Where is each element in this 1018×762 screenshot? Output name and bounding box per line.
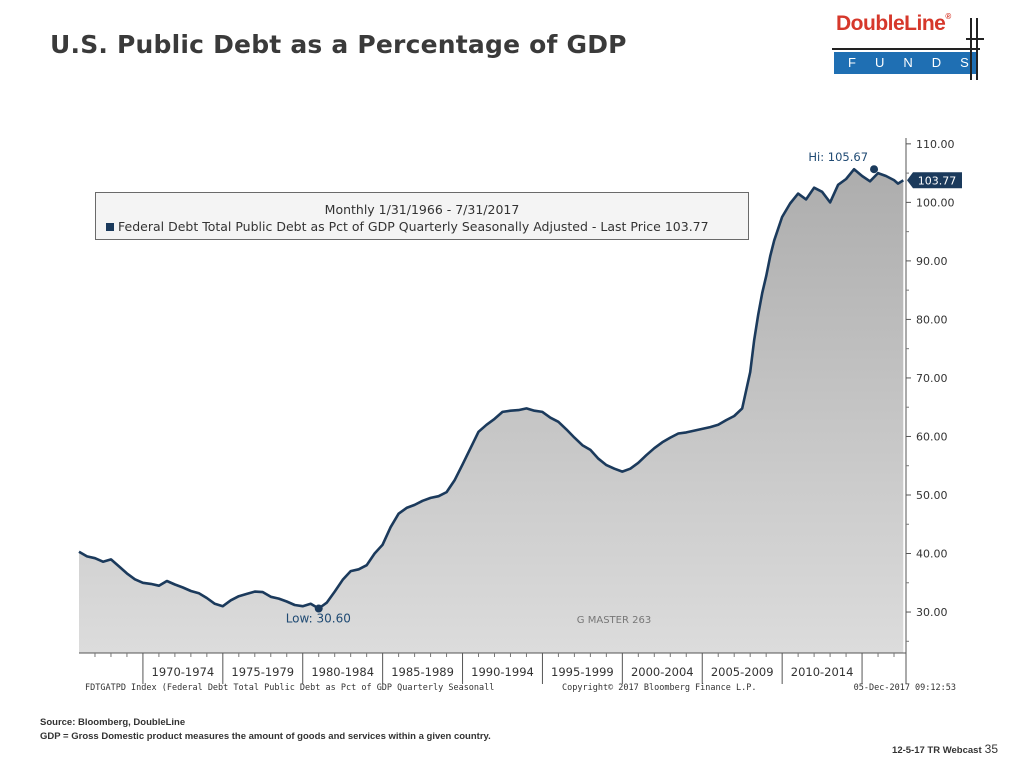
page-title: U.S. Public Debt as a Percentage of GDP (50, 30, 627, 59)
bloomberg-copyright: Copyright© 2017 Bloomberg Finance L.P. (562, 683, 756, 693)
chart-legend: Monthly 1/31/1966 - 7/31/2017 Federal De… (95, 192, 749, 240)
x-category-label: 2010-2014 (791, 665, 854, 679)
y-tick-label: 90.00 (916, 255, 948, 268)
legend-swatch (106, 223, 114, 231)
x-category-label: 1970-1974 (152, 665, 215, 679)
footer-source: Source: Bloomberg, DoubleLine GDP = Gros… (40, 716, 491, 744)
logo-rule-vertical (970, 18, 972, 80)
logo-rule (832, 48, 980, 50)
y-tick-label: 40.00 (916, 548, 948, 561)
gdp-note: GDP = Gross Domestic product measures th… (40, 731, 491, 742)
x-category-label: 1975-1979 (231, 665, 294, 679)
y-tick-label: 80.00 (916, 313, 948, 326)
x-category-label: 2000-2004 (631, 665, 694, 679)
y-tick-label: 110.00 (916, 138, 955, 151)
x-category-label: 1985-1989 (391, 665, 454, 679)
last-price-label: 103.77 (918, 174, 957, 187)
y-tick-label: 50.00 (916, 489, 948, 502)
x-category-label: 1990-1994 (471, 665, 534, 679)
logo-funds-band: FUNDS (834, 52, 976, 74)
logo-wordmark: DoubleLine® (836, 12, 951, 35)
logo-rule-cross (966, 38, 984, 40)
source-note: Source: Bloomberg, DoubleLine (40, 717, 186, 728)
bloomberg-timestamp: 05-Dec-2017 09:12:53 (854, 683, 956, 693)
high-marker (870, 165, 879, 174)
high-label: Hi: 105.67 (808, 150, 868, 164)
webcast-label: 12-5-17 TR Webcast (892, 745, 982, 756)
bloomberg-ticker: FDTGATPD Index (Federal Debt Total Publi… (85, 683, 494, 693)
logo-rule-vertical-2 (976, 18, 978, 80)
legend-series-label: Federal Debt Total Public Debt as Pct of… (118, 219, 709, 234)
y-tick-label: 60.00 (916, 430, 948, 443)
chart-watermark: G MASTER 263 (577, 615, 651, 626)
low-label: Low: 30.60 (286, 612, 351, 626)
page-number: 35 (984, 742, 998, 756)
y-tick-label: 70.00 (916, 372, 948, 385)
series-area (79, 169, 904, 653)
low-marker (314, 604, 323, 613)
doubleline-logo: DoubleLine® FUNDS (832, 8, 984, 80)
x-category-label: 1980-1984 (311, 665, 374, 679)
legend-period: Monthly 1/31/1966 - 7/31/2017 (324, 202, 520, 217)
y-tick-label: 30.00 (916, 606, 948, 619)
series-line (78, 167, 904, 610)
x-category-label: 2005-2009 (711, 665, 774, 679)
footer-page: 12-5-17 TR Webcast 35 (892, 742, 998, 756)
y-tick-label: 100.00 (916, 196, 955, 209)
x-category-label: 1995-1999 (551, 665, 614, 679)
last-price-tag (907, 172, 962, 189)
legend-series: Federal Debt Total Public Debt as Pct of… (106, 219, 709, 234)
